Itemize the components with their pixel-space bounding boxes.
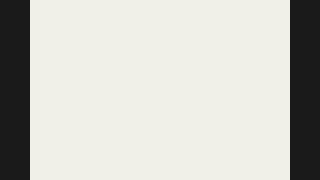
Text: For each F / R primer: For each F / R primer <box>37 105 136 114</box>
Text: Total reaction mixture: Total reaction mixture <box>37 159 142 168</box>
Text: 1 μl: 1 μl <box>256 88 274 97</box>
Text: Sterile destilled water: Sterile destilled water <box>37 139 143 148</box>
Text: 10X reaction buffer: 10X reaction buffer <box>37 72 130 81</box>
Text: 5 μl: 5 μl <box>256 72 274 81</box>
Text: Template DNA: Template DNA <box>37 55 104 64</box>
Text: dNTPs (12.5 mM): dNTPs (12.5 mM) <box>37 88 118 97</box>
Text: 2μl: 2μl <box>259 55 274 64</box>
Text: 39.5 μl: 39.5 μl <box>241 139 274 148</box>
Text: 50  μl: 50 μl <box>247 159 274 168</box>
Text: 1 μl: 1 μl <box>256 105 274 114</box>
Text: Taq DNA polymerase: Taq DNA polymerase <box>37 122 134 131</box>
Text: Reaction mixture in PCR tube: Reaction mixture in PCR tube <box>50 12 270 25</box>
Text: 0.5 μl: 0.5 μl <box>247 122 274 131</box>
Text: 5 pmol/ml: 5 pmol/ml <box>190 105 237 114</box>
